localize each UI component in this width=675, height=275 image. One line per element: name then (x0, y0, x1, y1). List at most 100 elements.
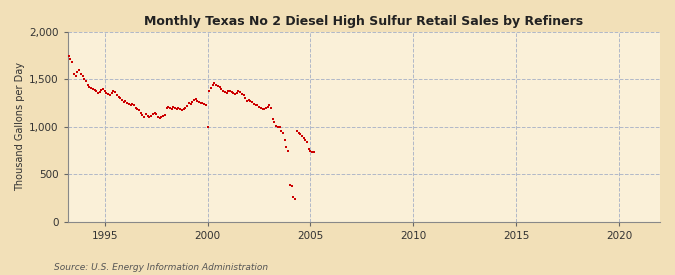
Point (230, 91, 240, 96)
Point (175, 107, 186, 111)
Point (185, 102, 196, 106)
Point (293, 130, 304, 135)
Point (306, 149, 317, 154)
Point (130, 106, 141, 110)
Point (70, 73, 81, 78)
Point (161, 106, 172, 110)
Point (173, 106, 184, 110)
Point (89, 88, 100, 92)
Point (184, 101, 194, 105)
Point (163, 105, 173, 109)
Point (118, 100, 129, 104)
Point (187, 100, 198, 104)
Y-axis label: Thousand Gallons per Day: Thousand Gallons per Day (15, 62, 25, 191)
Point (134, 108, 144, 112)
Point (159, 113, 170, 118)
Point (74, 68, 84, 72)
Point (91, 89, 102, 93)
Point (198, 102, 209, 106)
Point (92, 90, 103, 95)
Point (213, 84, 223, 88)
Point (273, 125, 284, 129)
Text: Source: U.S. Energy Information Administration: Source: U.S. Energy Information Administ… (54, 263, 268, 272)
Point (279, 138, 290, 142)
Point (106, 90, 117, 95)
Point (182, 104, 192, 108)
Point (226, 90, 237, 94)
Point (281, 145, 292, 149)
Point (221, 90, 232, 95)
Point (147, 112, 158, 117)
Point (219, 90, 230, 94)
Point (265, 106, 276, 110)
Point (65, 56, 76, 61)
Point (190, 97, 201, 101)
Point (192, 99, 202, 103)
Point (300, 138, 310, 142)
Point (207, 83, 218, 87)
Point (196, 101, 207, 105)
Point (151, 112, 161, 117)
Point (105, 92, 115, 97)
Point (96, 88, 107, 92)
Point (261, 106, 271, 110)
Point (158, 114, 169, 119)
Point (146, 114, 157, 119)
Point (290, 197, 300, 201)
Point (228, 90, 239, 95)
Point (76, 72, 86, 76)
Point (302, 140, 313, 144)
Point (72, 70, 83, 74)
Point (122, 101, 132, 105)
Point (67, 60, 78, 65)
Point (103, 91, 113, 96)
Point (77, 73, 88, 78)
Point (248, 102, 259, 106)
Point (252, 103, 263, 107)
Point (303, 147, 314, 151)
Point (200, 103, 211, 107)
Point (197, 101, 208, 105)
Point (225, 89, 236, 93)
Point (99, 89, 110, 93)
Point (169, 106, 180, 110)
Point (88, 87, 99, 91)
Point (144, 115, 155, 120)
Point (153, 115, 163, 120)
Point (108, 89, 119, 93)
Point (236, 91, 247, 96)
Point (305, 148, 316, 153)
Point (155, 116, 165, 120)
Point (166, 107, 177, 111)
Point (79, 77, 90, 82)
Point (296, 134, 307, 139)
Point (111, 92, 122, 97)
Point (180, 106, 191, 110)
Point (194, 100, 205, 104)
Point (245, 99, 256, 103)
Point (120, 99, 131, 103)
Point (204, 89, 215, 93)
Point (80, 79, 91, 84)
Point (127, 102, 138, 106)
Point (277, 131, 288, 136)
Point (139, 115, 150, 120)
Point (149, 110, 160, 115)
Point (284, 183, 295, 187)
Point (136, 110, 146, 115)
Point (115, 96, 126, 101)
Point (232, 90, 242, 95)
Point (165, 106, 176, 110)
Point (242, 99, 252, 103)
Point (142, 114, 153, 119)
Point (156, 115, 167, 120)
Point (140, 112, 151, 117)
Point (292, 128, 302, 133)
Point (98, 87, 109, 91)
Point (286, 183, 297, 188)
Point (255, 106, 266, 110)
Point (259, 107, 269, 111)
Point (298, 136, 309, 141)
Point (209, 81, 220, 85)
Point (235, 90, 246, 94)
